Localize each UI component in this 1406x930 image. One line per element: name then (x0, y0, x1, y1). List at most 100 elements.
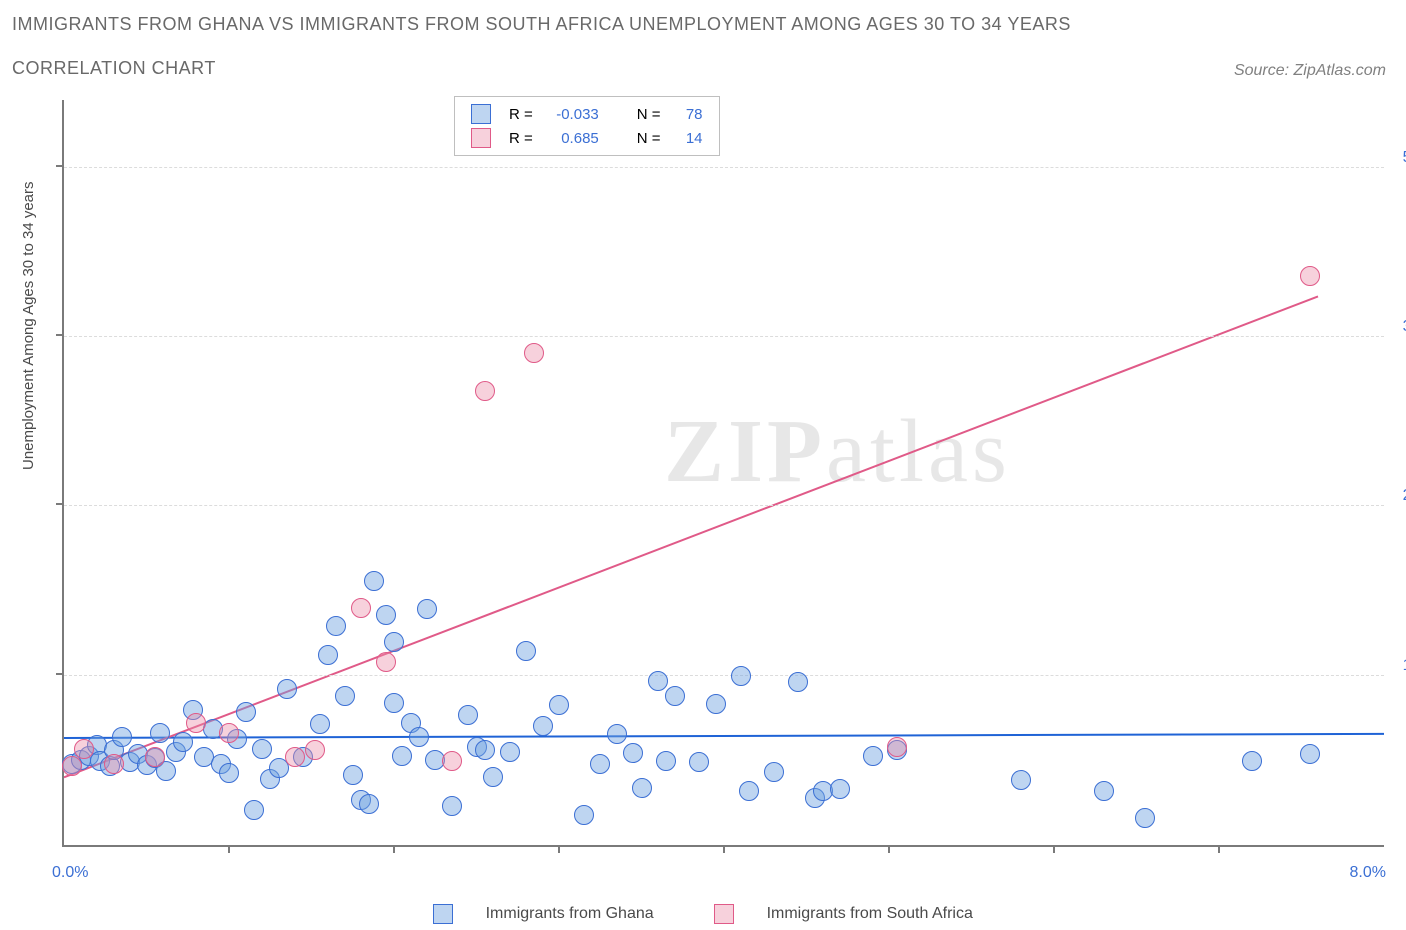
x-tick-mark (228, 845, 230, 853)
data-point-ghana (173, 732, 193, 752)
data-point-ghana (1094, 781, 1114, 801)
data-point-ghana (500, 742, 520, 762)
data-point-ghana (1135, 808, 1155, 828)
data-point-ghana (764, 762, 784, 782)
data-point-ghana (359, 794, 379, 814)
y-tick-label: 37.5% (1392, 318, 1406, 336)
gridline (64, 167, 1384, 168)
data-point-ghana (549, 695, 569, 715)
data-point-ghana (648, 671, 668, 691)
data-point-ghana (326, 616, 346, 636)
y-tick-label: 12.5% (1392, 657, 1406, 675)
y-tick-mark (56, 503, 64, 505)
data-point-sa (351, 598, 371, 618)
legend-item-south-africa: Immigrants from South Africa (700, 905, 987, 922)
data-point-ghana (475, 740, 495, 760)
data-point-ghana (706, 694, 726, 714)
data-point-sa (145, 747, 165, 767)
chart-title-line1: IMMIGRANTS FROM GHANA VS IMMIGRANTS FROM… (12, 14, 1071, 35)
x-tick-mark (888, 845, 890, 853)
data-point-ghana (458, 705, 478, 725)
x-tick-mark (393, 845, 395, 853)
data-point-ghana (252, 739, 272, 759)
data-point-ghana (219, 763, 239, 783)
data-point-sa (475, 381, 495, 401)
x-axis-max-label: 8.0% (1350, 864, 1386, 882)
data-point-sa (186, 713, 206, 733)
data-point-sa (442, 751, 462, 771)
data-point-ghana (392, 746, 412, 766)
data-point-ghana (277, 679, 297, 699)
data-point-ghana (409, 727, 429, 747)
data-point-sa (1300, 266, 1320, 286)
y-tick-mark (56, 673, 64, 675)
legend-row-south-africa: R = 0.685 N = 14 (465, 127, 709, 149)
data-point-ghana (830, 779, 850, 799)
x-tick-mark (558, 845, 560, 853)
data-point-ghana (731, 666, 751, 686)
legend-row-ghana: R = -0.033 N = 78 (465, 103, 709, 125)
data-point-sa (524, 343, 544, 363)
swatch-south-africa (471, 128, 491, 148)
data-point-ghana (788, 672, 808, 692)
x-tick-mark (1053, 845, 1055, 853)
gridline (64, 675, 1384, 676)
data-point-ghana (384, 632, 404, 652)
y-tick-label: 25.0% (1392, 487, 1406, 505)
data-point-sa (305, 740, 325, 760)
swatch-ghana-icon (433, 904, 453, 924)
data-point-ghana (112, 727, 132, 747)
y-tick-label: 50.0% (1392, 149, 1406, 167)
data-point-ghana (516, 641, 536, 661)
data-point-ghana (689, 752, 709, 772)
regression-line-ghana (64, 734, 1384, 738)
series-legend: Immigrants from Ghana Immigrants from So… (0, 904, 1406, 924)
data-point-ghana (533, 716, 553, 736)
data-point-ghana (417, 599, 437, 619)
legend-item-ghana: Immigrants from Ghana (419, 905, 672, 922)
data-point-sa (62, 756, 82, 776)
y-tick-mark (56, 165, 64, 167)
x-tick-mark (1218, 845, 1220, 853)
data-point-ghana (384, 693, 404, 713)
data-point-ghana (335, 686, 355, 706)
data-point-sa (74, 739, 94, 759)
data-point-sa (104, 754, 124, 774)
chart-title-line2: CORRELATION CHART (12, 58, 216, 79)
data-point-ghana (863, 746, 883, 766)
data-point-ghana (1011, 770, 1031, 790)
data-point-sa (219, 723, 239, 743)
data-point-ghana (310, 714, 330, 734)
data-point-ghana (442, 796, 462, 816)
swatch-ghana (471, 104, 491, 124)
watermark: ZIPatlas (664, 400, 1011, 503)
x-axis-min-label: 0.0% (52, 864, 88, 882)
data-point-ghana (632, 778, 652, 798)
data-point-ghana (590, 754, 610, 774)
data-point-sa (887, 737, 907, 757)
y-axis-label: Unemployment Among Ages 30 to 34 years (20, 181, 37, 470)
data-point-ghana (364, 571, 384, 591)
source-attribution: Source: ZipAtlas.com (1234, 62, 1386, 80)
regression-lines (64, 100, 1384, 845)
data-point-ghana (623, 743, 643, 763)
scatter-plot-area: ZIPatlas R = -0.033 N = 78 R = 0.685 N =… (62, 100, 1384, 847)
data-point-ghana (343, 765, 363, 785)
data-point-ghana (607, 724, 627, 744)
data-point-sa (285, 747, 305, 767)
data-point-ghana (376, 605, 396, 625)
data-point-sa (376, 652, 396, 672)
data-point-ghana (1300, 744, 1320, 764)
correlation-legend: R = -0.033 N = 78 R = 0.685 N = 14 (454, 96, 720, 156)
data-point-ghana (236, 702, 256, 722)
data-point-ghana (244, 800, 264, 820)
data-point-ghana (1242, 751, 1262, 771)
y-tick-mark (56, 334, 64, 336)
data-point-ghana (150, 723, 170, 743)
data-point-ghana (483, 767, 503, 787)
data-point-ghana (574, 805, 594, 825)
data-point-ghana (318, 645, 338, 665)
x-tick-mark (723, 845, 725, 853)
legend-label-ghana: Immigrants from Ghana (486, 905, 654, 922)
data-point-ghana (656, 751, 676, 771)
